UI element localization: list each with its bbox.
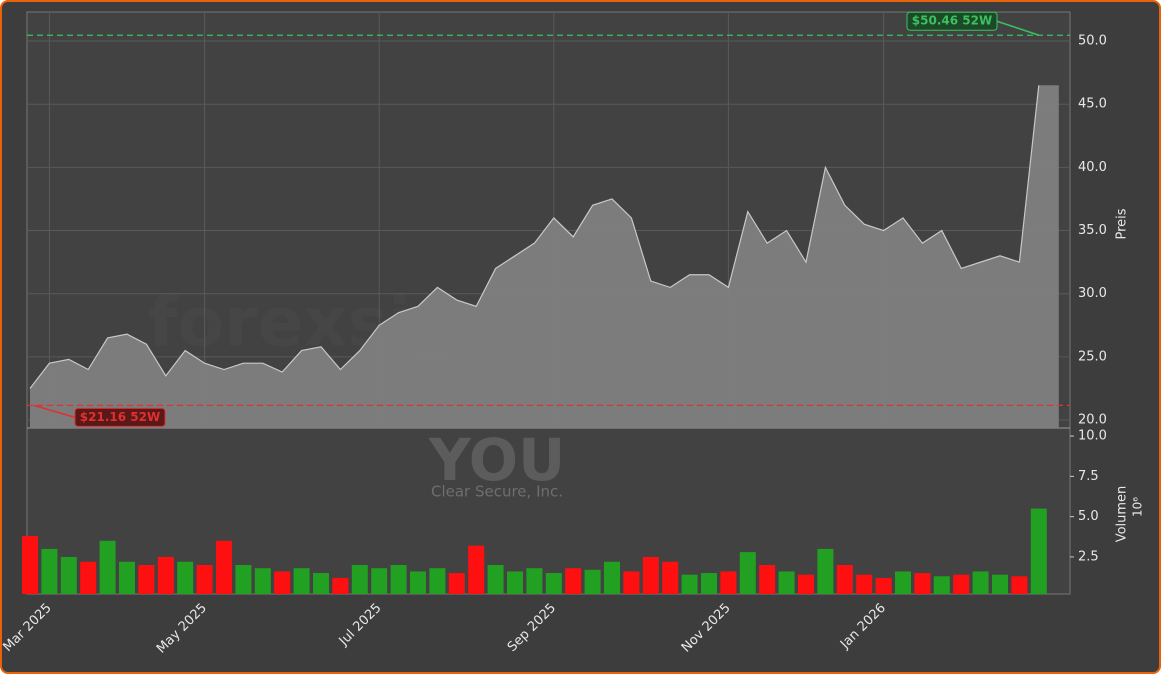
volume-bar (817, 548, 834, 594)
volume-bar (992, 574, 1008, 594)
volume-bar (604, 561, 620, 594)
y2-tick-label: 10.0 (1078, 429, 1107, 444)
y-tick-label: 50.0 (1078, 34, 1107, 49)
y-tick-label: 25.0 (1078, 349, 1107, 364)
volume-bar (720, 571, 737, 594)
y-tick-label: 40.0 (1078, 160, 1107, 175)
volume-bar (681, 574, 698, 594)
volume-bar (895, 571, 911, 594)
volume-bar (216, 540, 232, 594)
volume-bar (953, 574, 970, 594)
volume-bar (254, 568, 271, 594)
volume-bar (933, 576, 950, 594)
volume-bar (836, 564, 853, 594)
volume-bar (332, 577, 349, 594)
volume-bar (1030, 508, 1047, 594)
volume-bar (196, 564, 213, 594)
volume-bar (274, 571, 291, 594)
x-tick-label: Jul 2025 (336, 601, 385, 650)
volume-bar (487, 564, 504, 594)
volume-bar (972, 571, 989, 594)
volume-bar (293, 568, 310, 594)
volume-bar (701, 573, 717, 594)
volume-bar (778, 571, 795, 594)
volume-bar (313, 573, 329, 594)
volume-bar (739, 552, 756, 594)
y-tick-label: 35.0 (1078, 223, 1107, 238)
watermark: YOU (428, 426, 565, 494)
volume-bar (351, 564, 368, 594)
volume-bar (60, 556, 77, 594)
volume-bar (41, 548, 58, 594)
volume-bar (584, 569, 601, 594)
y2-axis-label: Volumen (1115, 486, 1130, 543)
annotation-arrow (996, 20, 1040, 36)
volume-bar (507, 571, 523, 594)
volume-bar (22, 535, 38, 594)
volume-bar (759, 564, 776, 594)
volume-bar (80, 561, 97, 594)
volume-bar (875, 577, 892, 594)
volume-bar (526, 568, 543, 594)
volume-bar (177, 561, 194, 594)
volume-bar (390, 564, 407, 594)
volume-bar (157, 556, 174, 594)
volume-bar (623, 571, 640, 594)
volume-bar (235, 564, 252, 594)
annotation-arrow (33, 404, 76, 419)
price-line (29, 85, 1040, 389)
y-tick-label: 30.0 (1078, 286, 1107, 301)
volume-bar (99, 540, 116, 594)
y-tick-label: 45.0 (1078, 97, 1107, 112)
x-tick-label: Nov 2025 (679, 601, 734, 656)
volume-bar (119, 561, 135, 594)
volume-bar (565, 568, 582, 594)
y-axis-label: Preis (1115, 208, 1130, 239)
y2-tick-label: 5.0 (1078, 509, 1099, 524)
x-tick-label: Mar 2025 (2, 601, 55, 655)
volume-bar (371, 568, 388, 594)
y-tick-label: 20.0 (1078, 413, 1107, 428)
volume-bar (856, 574, 873, 594)
y2-tick-label: 2.5 (1078, 549, 1099, 564)
volume-bar (1011, 576, 1028, 594)
volume-bar (545, 573, 562, 594)
x-tick-label: May 2025 (154, 601, 210, 657)
volume-bar (138, 564, 155, 594)
y2-scale-label: 10⁶ (1131, 497, 1145, 517)
annotation-label: $50.46 52W (912, 14, 992, 28)
volume-bar (468, 545, 485, 594)
y2-tick-label: 7.5 (1078, 469, 1099, 484)
volume-bar (914, 573, 931, 594)
price-area (30, 85, 1059, 429)
volume-bar (798, 574, 814, 594)
volume-bar (410, 571, 426, 594)
x-tick-label: Jan 2026 (837, 601, 889, 653)
x-tick-label: Sep 2025 (505, 601, 559, 655)
watermark: Clear Secure, Inc. (431, 483, 563, 501)
volume-bar (642, 556, 659, 594)
annotation-label: $21.16 52W (80, 410, 160, 424)
volume-bar (662, 561, 679, 594)
volume-bar (448, 573, 465, 594)
volume-bar (429, 568, 446, 594)
